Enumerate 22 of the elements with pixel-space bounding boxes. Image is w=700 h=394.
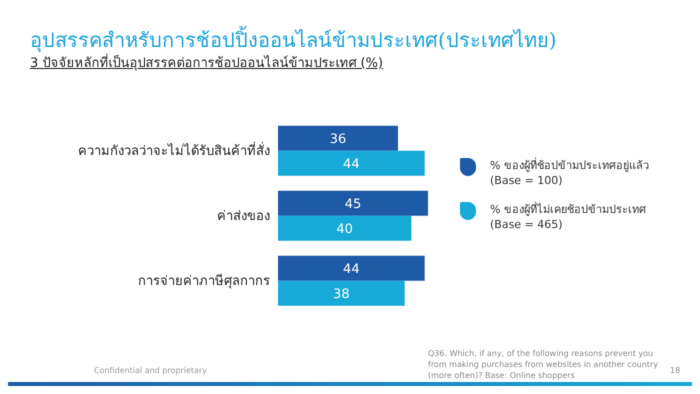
- data-label: 40: [336, 222, 353, 237]
- legend-label: % ของผู้ที่ไม่เคยช้อปข้ามประเทศ (Base = 465): [490, 202, 647, 232]
- data-label: 38: [333, 286, 350, 302]
- bar: [278, 280, 405, 306]
- data-label: 36: [330, 132, 346, 147]
- chart-subtitle: 3 ปัจจัยหลักที่เป็นอุปสรรคต่อการช้อปออนไลน์ข้ามประเทศ (%): [30, 52, 384, 73]
- bar: [278, 256, 425, 281]
- text: Q36. Which, if any, of the following reasons prevent you from making purchases from websites in another country (more often)? Base: Online shoppers: [428, 348, 659, 381]
- y-tick-label: ค่าส่งของ: [217, 209, 270, 224]
- y-tick-label: ความกังวลว่าจะไม่ได้รับสินค้าที่สั่ง: [78, 142, 270, 160]
- text: 18: [670, 366, 680, 375]
- bar: [278, 126, 398, 151]
- bar: [278, 190, 428, 216]
- data-label: 44: [343, 156, 360, 172]
- text: Confidential and proprietary: [94, 366, 207, 375]
- bar: [278, 150, 425, 176]
- data-label: 45: [344, 196, 362, 212]
- data-label: 44: [343, 262, 360, 277]
- legend-label: % ของผู้ที่ช้อปข้ามประเทศอยู่แล้ว (Base = 100): [490, 158, 650, 188]
- chart-title: อุปสรรคสำหรับการช้อปปิ้งออนไลน์ข้ามประเทศ(ประเทศไทย): [30, 24, 557, 54]
- bar: [278, 216, 412, 241]
- y-tick-label: การจ่ายค่าภาษีศุลกากร: [138, 273, 270, 290]
